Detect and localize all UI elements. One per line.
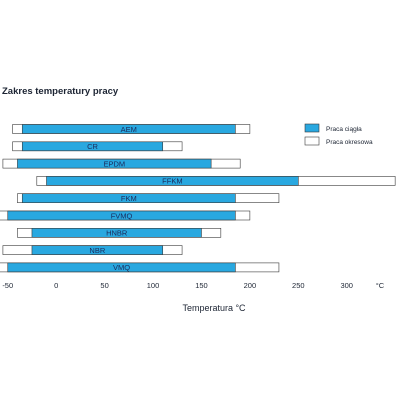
bar-continuous-cr [21,141,164,152]
bar-label-fkm: FKM [121,194,137,203]
bar-continuous-vmq [7,262,236,273]
x-tick-label: 100 [147,281,160,290]
bar-continuous-nbr [31,245,164,255]
bar-continuous-aem [21,124,236,134]
x-axis-unit-label: °C [376,281,385,290]
legend-label-periodic: Praca okresowa [326,139,373,146]
x-axis-title: Temperatura °C [182,303,246,313]
bar-label-cr: CR [87,142,98,151]
x-tick-label: 200 [244,281,257,290]
bar-continuous-ffkm [46,176,299,186]
legend-swatch-periodic [304,136,320,146]
bar-label-aem: AEM [121,125,137,134]
x-tick-label: -50 [2,281,13,290]
bar-label-fvmq: FVMQ [111,211,133,220]
x-axis-ticks: -50 0 50 100 150 200 250 300 [2,281,353,290]
x-tick-label: 0 [54,281,58,290]
legend: Praca ciągła Praca okresowa [304,123,373,146]
chart-title: Zakres temperatury pracy [2,86,119,97]
bar-continuous-hnbr [31,228,202,238]
bar-label-vmq: VMQ [113,263,130,272]
bar-label-hnbr: HNBR [106,229,128,238]
bar-label-nbr: NBR [89,246,105,255]
legend-label-continuous: Praca ciągła [326,126,362,133]
bar-label-ffkm: FFKM [162,177,182,186]
x-tick-label: 300 [340,281,353,290]
bar-continuous-epdm [17,158,212,169]
x-tick-label: 250 [292,281,305,290]
bar-continuous-fkm [21,193,236,203]
legend-swatch-continuous [304,123,320,133]
x-tick-label: 150 [195,281,208,290]
bar-label-epdm: EPDM [103,159,125,168]
x-tick-label: 50 [100,281,108,290]
bar-continuous-fvmq [7,210,236,221]
